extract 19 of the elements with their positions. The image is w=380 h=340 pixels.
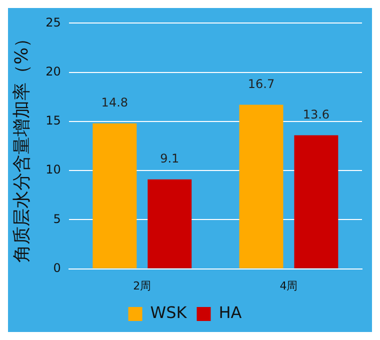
bar [239,104,284,268]
data-label: 16.7 [248,76,275,91]
y-tick-label: 20 [46,64,61,78]
y-tick-label: 15 [46,114,61,128]
legend-label: HA [218,303,242,322]
x-tick-label: 2周 [133,279,152,292]
x-tick-label: 4周 [280,279,298,292]
y-tick-label: 10 [46,162,61,177]
y-tick-label: 25 [46,15,61,30]
y-tick-label: 0 [53,260,61,275]
data-label: 13.6 [302,107,330,122]
y-tick-label: 5 [53,212,61,226]
data-label: 9.1 [160,152,180,166]
data-label: 14.8 [101,96,128,110]
legend-label: WSK [150,303,188,322]
bar [92,123,137,268]
bar [148,179,192,268]
y-axis-title: 角质层水分含量增加率（%） [11,29,32,263]
bar [294,135,338,268]
